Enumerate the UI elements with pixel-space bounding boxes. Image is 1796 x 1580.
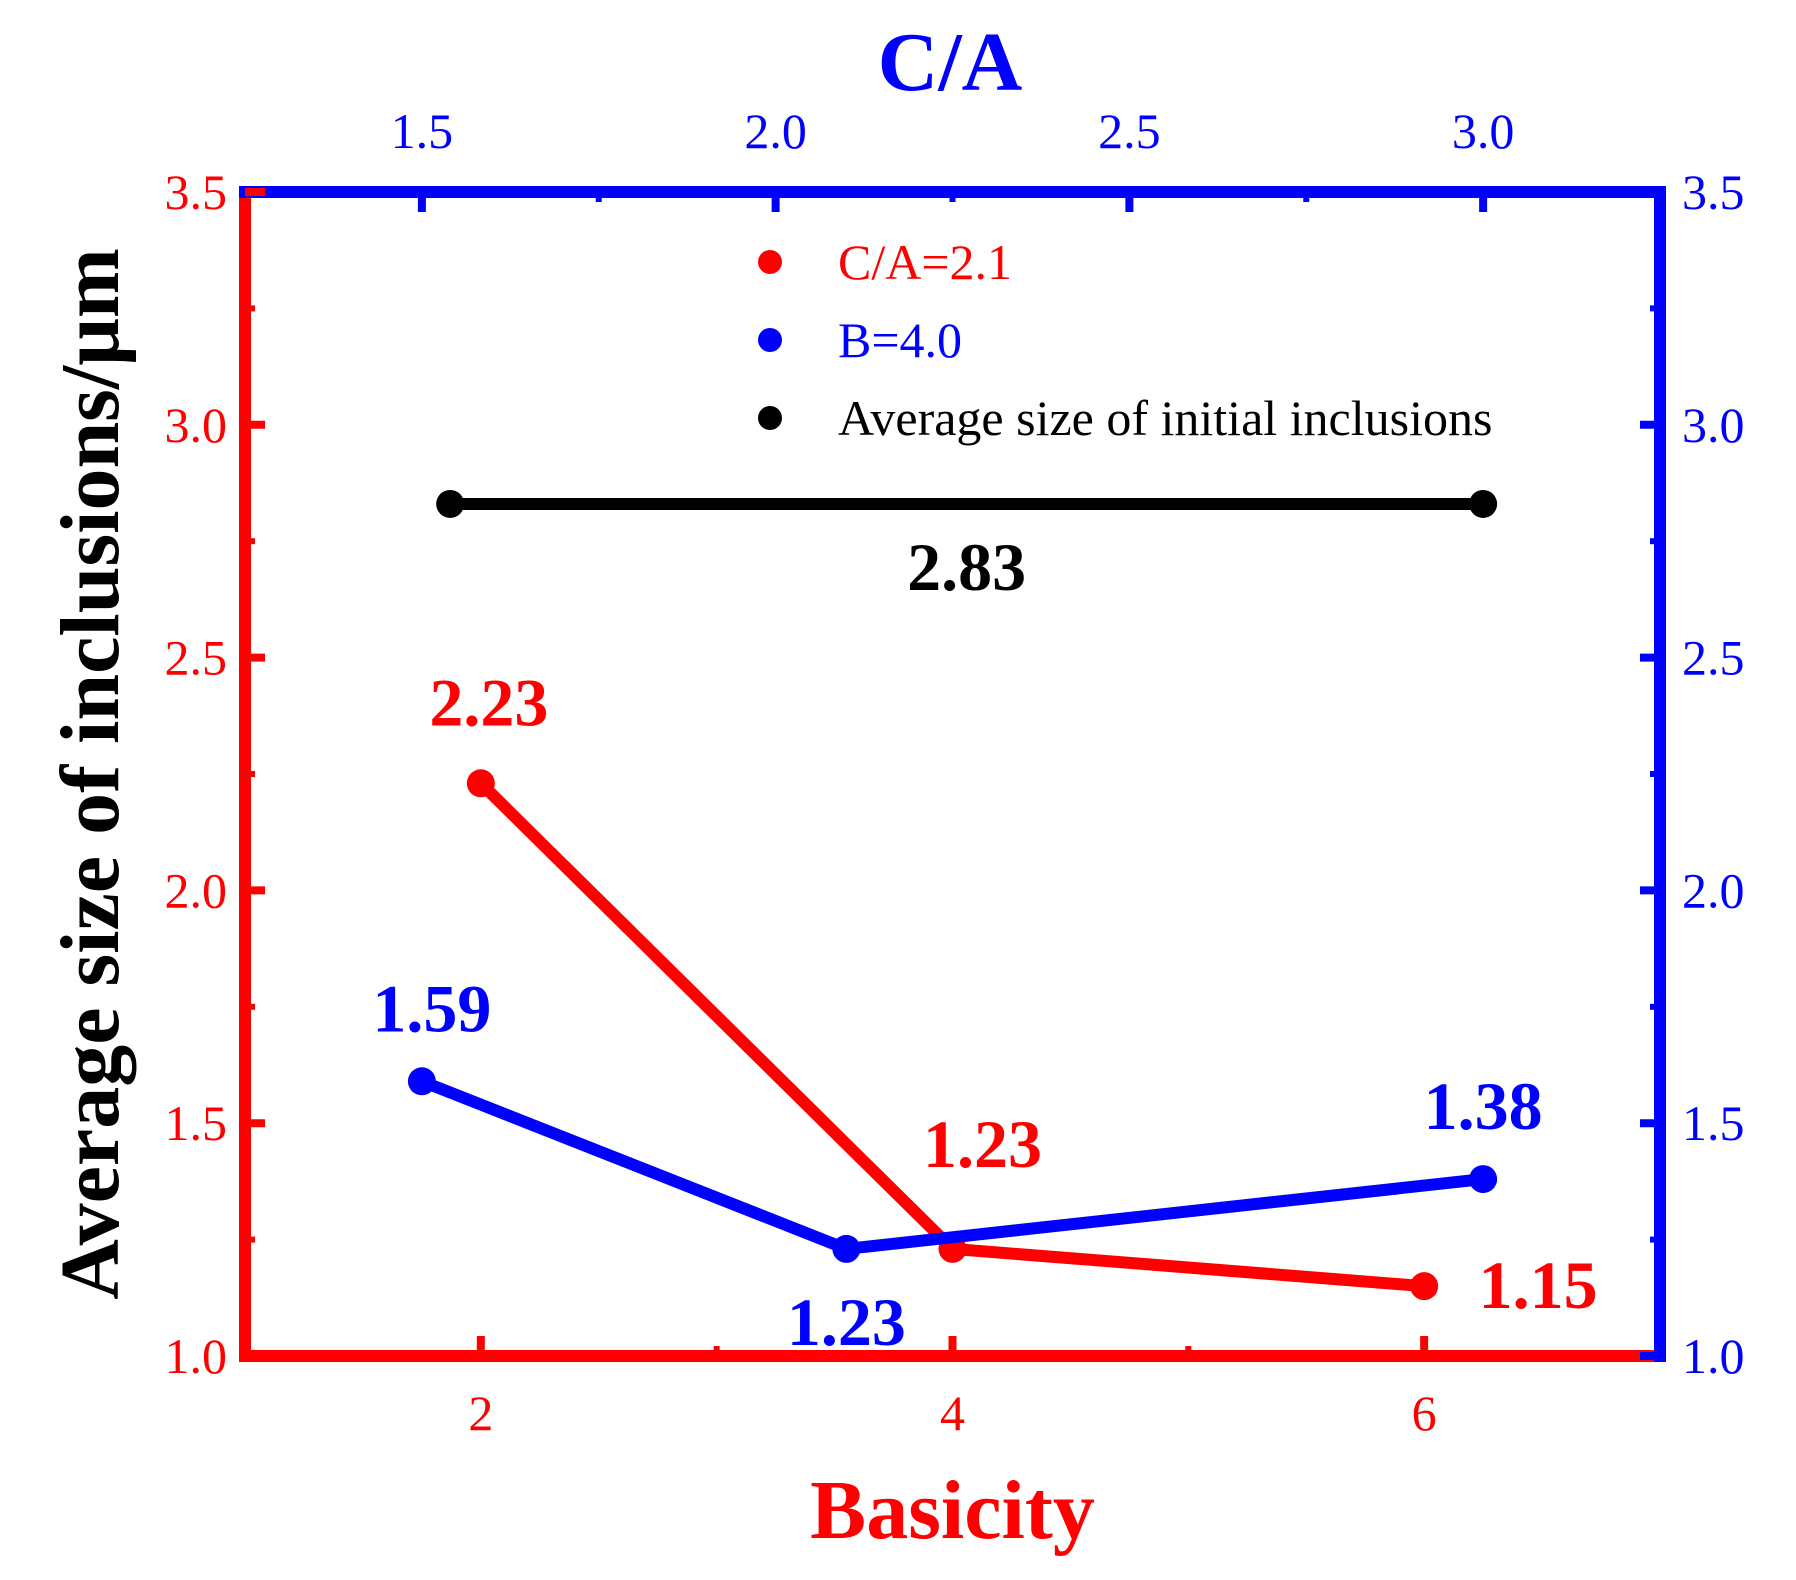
right-tick-label: 1.0 — [1682, 1328, 1745, 1384]
series-b-4-0-point — [407, 1067, 436, 1096]
series-b-4-0-point — [1469, 1165, 1498, 1194]
top-tick-label: 1.5 — [391, 103, 454, 159]
y-axis-title: Average size of inclusions/μm — [44, 248, 137, 1300]
right-tick-label: 2.5 — [1682, 630, 1745, 686]
left-tick-label: 1.5 — [165, 1095, 228, 1151]
bottom-tick-label: 6 — [1412, 1385, 1437, 1441]
legend-entry-initial-average-label: Average size of initial inclusions — [838, 390, 1492, 446]
right-tick-label: 3.5 — [1682, 164, 1745, 220]
series-ca-2-1-data-label: 1.15 — [1479, 1247, 1598, 1323]
bottom-tick-label: 4 — [940, 1385, 965, 1441]
top-tick-label: 2.0 — [744, 103, 807, 159]
left-tick-label: 2.0 — [165, 862, 228, 918]
left-tick-label: 3.5 — [165, 164, 228, 220]
x-axis-title-ca: C/A — [878, 16, 1023, 109]
legend-entry-ca-2-1-marker — [758, 250, 782, 274]
top-tick-label: 3.0 — [1452, 103, 1515, 159]
left-tick-label: 3.0 — [165, 397, 228, 453]
series-initial-average-point — [436, 489, 465, 518]
series-ca-2-1-data-label: 2.23 — [429, 664, 548, 740]
right-tick-label: 2.0 — [1682, 862, 1745, 918]
bottom-tick-label: 2 — [468, 1385, 493, 1441]
legend-entry-initial-average-marker — [758, 406, 782, 430]
top-tick-label: 2.5 — [1098, 103, 1161, 159]
series-b-4-0-data-label: 1.38 — [1424, 1068, 1543, 1144]
right-tick-label: 3.0 — [1682, 397, 1745, 453]
legend-entry-ca-2-1-label: C/A=2.1 — [838, 234, 1012, 290]
right-tick-label: 1.5 — [1682, 1095, 1745, 1151]
series-b-4-0-data-label: 1.59 — [372, 970, 491, 1046]
left-tick-label: 2.5 — [165, 630, 228, 686]
series-ca-2-1-data-label: 1.23 — [923, 1106, 1042, 1182]
series-ca-2-1-point — [466, 769, 495, 798]
series-initial-average-data-label: 2.83 — [907, 529, 1026, 605]
legend-entry-b-4-0-marker — [758, 328, 782, 352]
series-ca-2-1-point — [1410, 1272, 1439, 1301]
series-b-4-0-data-label: 1.23 — [787, 1284, 906, 1360]
legend-entry-b-4-0-label: B=4.0 — [838, 312, 962, 368]
left-tick-label: 1.0 — [165, 1328, 228, 1384]
series-b-4-0-point — [832, 1234, 861, 1263]
series-initial-average-point — [1469, 489, 1498, 518]
series-ca-2-1-line — [476, 779, 1425, 1293]
x-axis-title-basicity: Basicity — [810, 1464, 1095, 1557]
